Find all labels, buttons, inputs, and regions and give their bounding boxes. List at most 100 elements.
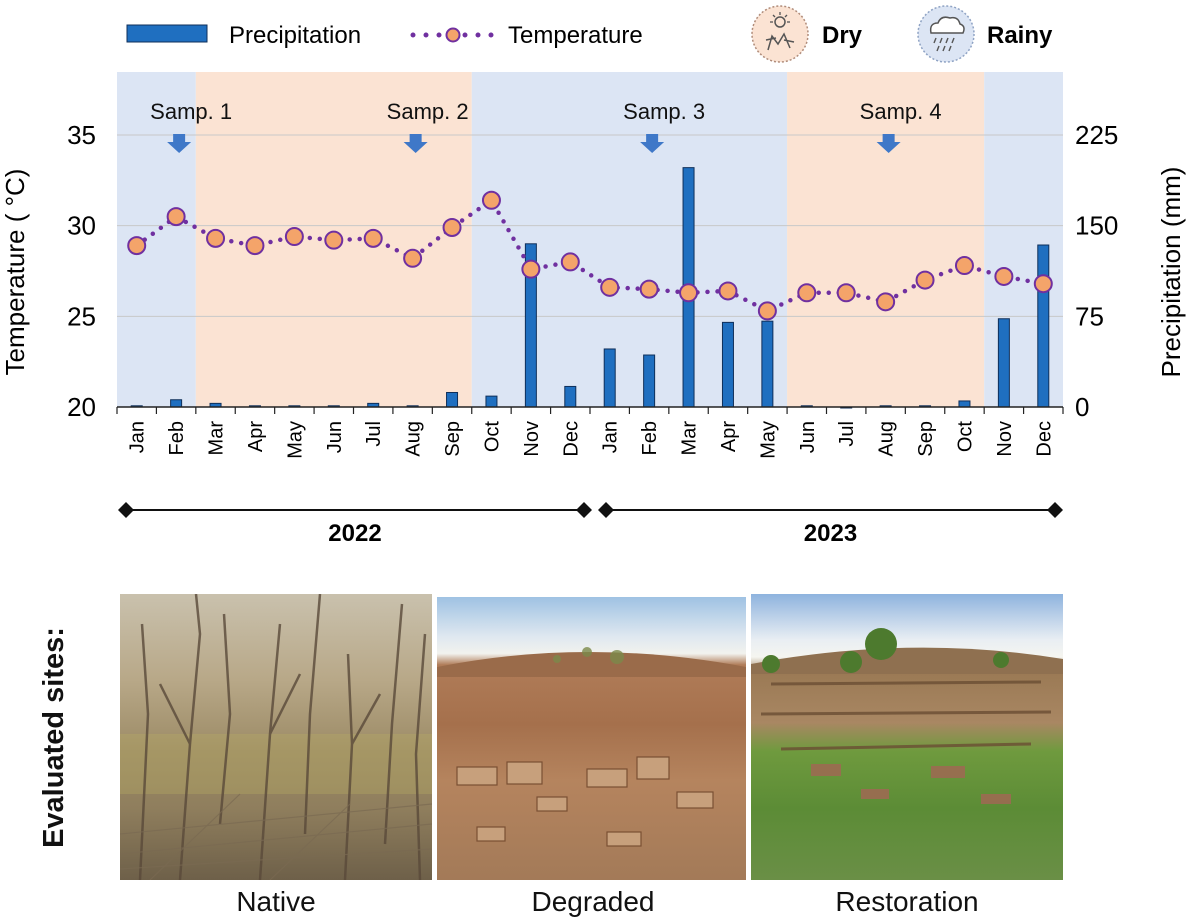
sampling-label-1: Samp. 1 (150, 99, 232, 124)
temperature-point-9 (481, 190, 501, 210)
legend-temperature-marker (445, 27, 461, 43)
x-tick-label-14: Mar (679, 421, 701, 456)
temperature-point-6 (363, 228, 383, 248)
temperature-point-18 (836, 283, 856, 303)
temperature-point-5 (324, 230, 344, 250)
gridlines (117, 134, 1063, 317)
precipitation-bar-21 (958, 400, 971, 408)
x-tick-label-22: Nov (994, 421, 1016, 457)
x-tick-label-20: Sep (915, 421, 937, 457)
temperature-point-10 (521, 259, 541, 279)
y-right-tick-label-0: 0 (1075, 392, 1089, 422)
legend-dry-label: Dry (822, 22, 863, 49)
precipitation-bar-22 (997, 318, 1010, 408)
x-tick-label-2: Mar (206, 421, 228, 456)
x-tick-label-0: Jan (127, 421, 149, 453)
temperature-point-12 (600, 277, 620, 297)
x-tick-label-10: Nov (521, 421, 543, 457)
temperature-point-17 (797, 283, 817, 303)
x-tick-label-12: Jan (600, 421, 622, 453)
y-right-tick-label-1: 75 (1075, 301, 1104, 331)
restoration-caption: Restoration (835, 886, 979, 917)
year-diamond-2023-1 (1047, 502, 1063, 518)
x-tick-label-7: Aug (403, 421, 425, 457)
native-site-photo (120, 594, 432, 880)
temperature-point-14 (679, 283, 699, 303)
precipitation-bar-9 (485, 395, 498, 408)
precipitation-bar-23 (1037, 244, 1050, 408)
temperature-point-11 (560, 252, 580, 272)
legend-precipitation-swatch (126, 24, 208, 43)
degraded-caption: Degraded (531, 886, 655, 917)
x-tick-label-6: Jul (363, 421, 385, 447)
season-band-rainy-4 (984, 72, 1063, 407)
degraded-site-photo (437, 597, 746, 880)
temperature-point-20 (915, 270, 935, 290)
x-tick-label-21: Oct (954, 421, 976, 453)
y-axis-right-label: Precipitation (mm) (1156, 167, 1186, 378)
x-tick-label-5: Jun (324, 421, 346, 453)
x-tick-label-17: Jun (797, 421, 819, 453)
y-left-tick-label-2: 30 (67, 211, 96, 241)
sampling-arrow-1 (167, 134, 192, 153)
y-left-tick-label-1: 25 (67, 301, 96, 331)
temperature-point-8 (442, 217, 462, 237)
year-label-2022: 2022 (328, 520, 381, 547)
x-tick-label-23: Dec (1033, 421, 1055, 457)
legend-precipitation-label: Precipitation (229, 22, 361, 49)
evaluated-sites-text: Evaluated sites: (37, 626, 70, 848)
temperature-point-3 (245, 236, 265, 256)
native-caption: Native (236, 886, 316, 917)
x-tick-label-16: May (757, 421, 779, 459)
precipitation-bar-15 (721, 321, 734, 408)
x-tick-label-8: Sep (442, 421, 464, 457)
y-right-tick-label-3: 225 (1075, 120, 1118, 150)
axes: Jan Feb Mar Apr May Jun Jul Aug Sep Oct Nov Dec Jan F… (67, 120, 1118, 459)
sampling-label-3: Samp. 3 (623, 99, 705, 124)
sampling-arrow-2 (403, 134, 428, 153)
y-left-tick-label-3: 35 (67, 120, 96, 150)
temperature-point-1 (166, 207, 186, 227)
y-left-tick-label-0: 20 (67, 392, 96, 422)
temperature-point-19 (876, 292, 896, 312)
temperature-point-7 (403, 248, 423, 268)
sampling-markers: Samp. 1 Samp. 2 Samp. 3 Samp. 4 (150, 99, 942, 153)
precipitation-bar-12 (603, 348, 616, 408)
x-tick-label-9: Oct (481, 421, 503, 453)
precipitation-bar-11 (564, 385, 577, 408)
x-tick-label-1: Feb (166, 421, 188, 455)
temperature-point-2 (206, 228, 226, 248)
x-tick-label-13: Feb (639, 421, 661, 455)
temperature-point-21 (954, 256, 974, 276)
precipitation-bar-13 (643, 354, 656, 408)
season-band-rainy-2 (471, 72, 788, 407)
legend-temperature-label: Temperature (508, 22, 643, 49)
x-tick-label-4: May (284, 421, 306, 459)
temperature-line (127, 190, 1053, 321)
temperature-point-16 (757, 301, 777, 321)
sampling-label-4: Samp. 4 (860, 99, 942, 124)
x-tick-label-15: Apr (718, 421, 740, 452)
temperature-point-22 (994, 266, 1014, 286)
sampling-label-2: Samp. 2 (387, 99, 469, 124)
rainy-season-icon (917, 5, 975, 63)
temperature-point-23 (1033, 274, 1053, 294)
precipitation-bar-16 (761, 320, 774, 408)
temperature-point-4 (284, 227, 304, 247)
y-right-tick-label-2: 150 (1075, 211, 1118, 241)
evaluated-sites-label: Evaluated sites: (32, 594, 76, 880)
temperature-point-0 (127, 236, 147, 256)
temperature-point-13 (639, 279, 659, 299)
sampling-arrow-4 (876, 134, 901, 153)
x-tick-label-11: Dec (560, 421, 582, 457)
precipitation-bar-8 (446, 391, 459, 408)
x-tick-label-3: Apr (245, 421, 267, 452)
year-diamond-2022-0 (118, 502, 134, 518)
temperature-point-15 (718, 281, 738, 301)
x-tick-label-19: Aug (876, 421, 898, 457)
y-axis-left-label: Temperature ( °C) (0, 169, 30, 376)
dry-season-icon (751, 5, 809, 63)
restoration-site-photo (751, 594, 1063, 880)
precipitation-bar-1 (170, 399, 183, 408)
